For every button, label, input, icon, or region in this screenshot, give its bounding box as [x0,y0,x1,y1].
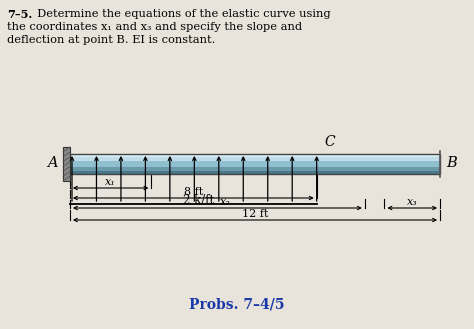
Text: C: C [325,135,335,149]
Text: A: A [46,156,57,170]
Bar [70,154,440,157]
Bar [70,154,440,174]
Text: x₂: x₂ [220,197,231,207]
Bar [63,147,70,181]
Text: B: B [447,156,457,170]
Bar [70,157,440,161]
Bar [70,161,440,167]
Text: x₃: x₃ [407,197,418,207]
Bar [70,167,440,171]
Text: 12 ft: 12 ft [242,209,268,219]
Text: deflection at point B. EI is constant.: deflection at point B. EI is constant. [7,35,215,45]
Text: Determine the equations of the elastic curve using: Determine the equations of the elastic c… [30,9,331,19]
Text: 8 ft: 8 ft [184,187,203,197]
Text: 7–5.: 7–5. [7,9,32,20]
Text: Probs. 7–4/5: Probs. 7–4/5 [189,297,285,311]
Bar [70,171,440,174]
Text: x₁: x₁ [105,177,116,187]
Text: 2 k/ft: 2 k/ft [183,194,214,207]
Text: the coordinates x₁ and x₃ and specify the slope and: the coordinates x₁ and x₃ and specify th… [7,22,302,32]
